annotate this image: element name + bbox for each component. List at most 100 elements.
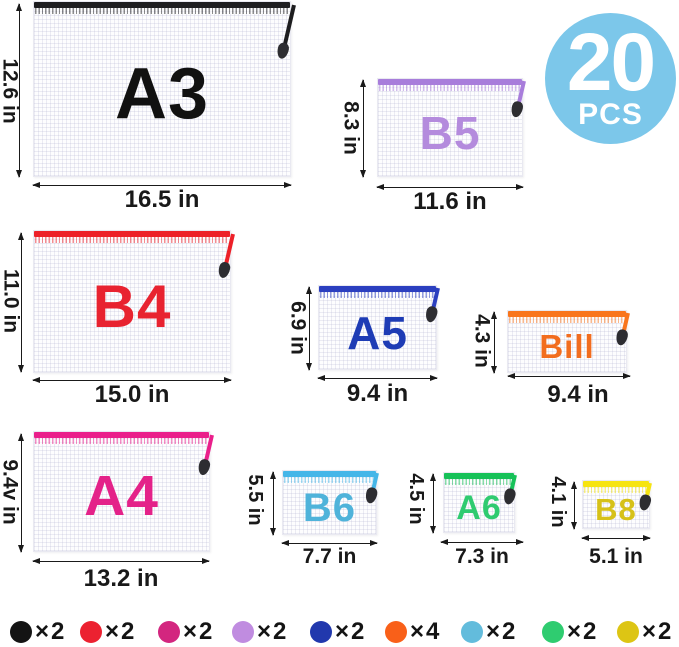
- zipper-bar: [319, 286, 436, 292]
- zipper-teeth: [379, 85, 521, 91]
- color-dot-purple: [232, 621, 254, 643]
- width-arrow: [317, 375, 438, 381]
- height-label: 6.9 in: [286, 301, 310, 355]
- legend-count: ×2: [335, 618, 367, 645]
- pouch-bill: Bill: [507, 310, 630, 373]
- badge-count: 20: [566, 17, 656, 109]
- pouch-size-label: B4: [92, 272, 172, 340]
- height-arrow: [360, 79, 366, 178]
- width-label: 9.4 in: [547, 381, 609, 408]
- zipper-bar: [508, 311, 626, 317]
- legend-count: ×2: [486, 618, 518, 645]
- width-label: 9.4 in: [346, 380, 409, 407]
- color-dot-orange: [385, 621, 407, 643]
- pouch-b8: B8: [582, 480, 653, 529]
- pouch-b4: B4: [33, 230, 235, 373]
- height-arrow: [270, 471, 276, 536]
- legend-count: ×2: [642, 618, 674, 645]
- height-arrow: [306, 286, 312, 371]
- pouch-size-label: A6: [456, 488, 502, 527]
- height-label: 8.3 in: [339, 101, 363, 155]
- pouch-size-label: B5: [419, 106, 481, 159]
- height-arrow: [18, 433, 24, 553]
- color-dot-red: [80, 621, 102, 643]
- width-arrow: [32, 558, 210, 564]
- legend-count: ×2: [257, 618, 289, 645]
- legend-count: ×2: [35, 618, 67, 645]
- color-dot-blue: [310, 621, 332, 643]
- zipper-bar: [34, 2, 290, 8]
- zipper-teeth: [320, 292, 435, 298]
- width-arrow: [32, 182, 292, 188]
- pouch-size-label: A5: [347, 306, 408, 359]
- height-label: 5.5 in: [244, 474, 266, 526]
- zipper-bar: [378, 79, 522, 85]
- height-arrow: [571, 481, 577, 530]
- height-label: 4.1 in: [547, 476, 569, 528]
- zipper-bar: [283, 471, 376, 477]
- width-label: 13.2 in: [83, 565, 159, 592]
- count-badge: 20 PCS: [545, 13, 676, 144]
- pouch-a3: A3: [33, 1, 296, 177]
- height-label: 4.3 in: [470, 314, 494, 368]
- width-arrow: [440, 539, 524, 545]
- color-dot-magenta: [158, 621, 180, 643]
- width-label: 16.5 in: [124, 186, 200, 213]
- badge-unit: PCS: [578, 97, 643, 131]
- height-arrow: [18, 232, 24, 373]
- pouch-b5: B5: [377, 78, 526, 177]
- zipper-bar: [34, 231, 230, 237]
- color-dot-cyan: [461, 621, 483, 643]
- width-label: 15.0 in: [94, 381, 170, 408]
- width-label: 7.3 in: [455, 545, 509, 568]
- height-label: 12.6 in: [0, 58, 22, 124]
- legend-item: ×2: [80, 620, 136, 644]
- height-arrow: [430, 473, 436, 534]
- legend-item: ×2: [232, 620, 288, 644]
- zipper-teeth: [445, 479, 513, 485]
- pouch-a4: A4: [33, 431, 214, 552]
- width-label: 7.7 in: [302, 545, 357, 568]
- width-label: 5.1 in: [589, 545, 643, 568]
- legend-count: ×4: [410, 618, 442, 645]
- legend-item: ×2: [310, 620, 366, 644]
- legend-item: ×4: [385, 620, 441, 644]
- zipper-bar: [444, 473, 514, 479]
- legend-item: ×2: [461, 620, 517, 644]
- legend-count: ×2: [183, 618, 215, 645]
- height-label: 9.4v in: [0, 459, 22, 525]
- color-dot-yellow: [617, 621, 639, 643]
- height-arrow: [491, 311, 497, 374]
- zipper-bar: [34, 432, 209, 438]
- height-label: 11.0 in: [0, 268, 23, 334]
- zipper-bar: [583, 481, 649, 487]
- zipper-teeth: [584, 487, 648, 493]
- pouch-b6: B6: [282, 470, 379, 535]
- legend-item: ×2: [158, 620, 214, 644]
- height-label: 4.5 in: [405, 473, 427, 525]
- pouch-size-label: A4: [84, 464, 159, 528]
- legend-count: ×2: [105, 618, 137, 645]
- legend-item: ×2: [542, 620, 598, 644]
- zipper-teeth: [35, 438, 208, 444]
- width-arrow: [281, 540, 378, 546]
- width-arrow: [32, 377, 232, 383]
- zipper-teeth: [509, 317, 625, 323]
- legend-item: ×2: [617, 620, 673, 644]
- width-arrow: [507, 373, 631, 379]
- color-dot-black: [10, 621, 32, 643]
- zipper-teeth: [284, 477, 375, 483]
- zipper-teeth: [35, 8, 289, 14]
- legend-count: ×2: [567, 618, 599, 645]
- pouch-size-label: A3: [114, 54, 210, 134]
- width-arrow: [581, 535, 651, 541]
- width-label: 11.6 in: [413, 188, 487, 215]
- color-dot-green: [542, 621, 564, 643]
- legend-item: ×2: [10, 620, 66, 644]
- height-arrow: [16, 3, 22, 178]
- pouch-a6: A6: [443, 472, 517, 533]
- zipper-teeth: [35, 237, 229, 243]
- pouch-a5: A5: [318, 285, 440, 370]
- pouch-size-label: Bill: [539, 328, 595, 365]
